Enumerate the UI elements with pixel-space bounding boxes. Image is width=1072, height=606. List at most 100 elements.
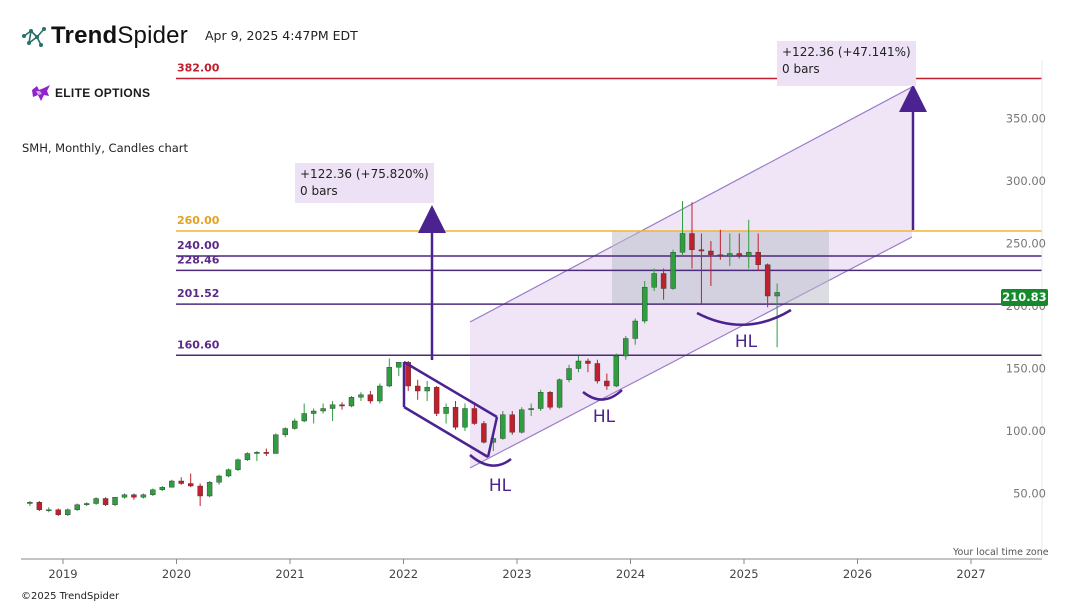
candle-2019-03-body [83,503,90,505]
candle-2025-03 [764,263,771,308]
candle-2024-04 [660,268,667,300]
candle-2022-03 [424,381,430,401]
higher-low-label-1: HL [489,476,512,496]
candle-2019-03 [83,502,90,506]
candle-2024-09 [708,241,714,286]
candle-2021-03 [310,408,317,424]
candle-2023-02 [528,403,534,416]
candle-2021-05-body [329,404,336,409]
candle-2022-12 [509,411,515,435]
candle-2018-10-body [36,502,43,510]
candle-2023-01 [519,407,525,434]
candle-2022-11-body [500,414,506,439]
candle-2023-08-body [585,360,591,364]
candle-2019-04-body [93,498,99,504]
candle-2024-03 [651,268,657,291]
candle-2022-04 [433,386,440,416]
y-tick-label-350.00: 350.00 [1006,112,1046,126]
candle-2022-06 [452,401,459,430]
candle-2018-12-body [55,509,61,515]
measure-1-bars: 0 bars [300,184,338,198]
higher-low-arc-2 [582,389,623,401]
elite-options-logo: ELITE OPTIONS [31,84,150,102]
candle-2019-11-body [159,487,166,490]
measure-box-2: +122.36 (+47.141%) 0 bars [777,41,916,86]
candle-2019-02 [74,503,80,511]
candle-2024-11-body [727,253,733,257]
candle-2024-07 [689,202,695,269]
candle-2022-08-body [471,408,478,424]
flag-right-line [486,416,499,458]
x-tick-label-2019: 2019 [48,567,77,581]
candle-2023-04 [547,391,553,410]
flag-lower-line [403,405,489,459]
candle-2020-07 [235,458,241,471]
candle-2020-09-body [254,452,260,454]
candle-2018-09-body [27,502,33,504]
candle-2024-06-body [679,233,686,253]
x-tick-label-2024: 2024 [616,567,645,581]
candle-2021-10-body [377,385,383,402]
y-tick-label-100.00: 100.00 [1006,424,1046,438]
candle-2023-12 [623,336,629,360]
candle-2020-01-body [178,480,184,484]
candle-2020-12 [282,427,288,438]
candle-2019-09-body [140,494,147,498]
candle-2019-02-body [74,504,80,510]
candle-2018-11 [46,507,52,513]
candle-2019-01 [65,508,71,516]
candle-2024-10-body [717,254,724,257]
candle-2020-06-body [225,469,232,477]
channel-lower-line [469,236,913,469]
bull-icon [32,85,50,101]
candle-2025-04 [774,283,780,348]
candle-2021-12 [396,362,402,376]
candle-2023-03-body [537,392,544,409]
candle-2024-02 [641,281,648,324]
candle-2022-04-body [433,387,440,414]
candle-2020-06 [225,468,232,478]
candle-2023-07 [575,356,582,373]
candle-2019-04 [93,497,99,505]
candle-2019-06 [112,497,118,506]
candle-2022-08 [471,402,478,425]
candle-2023-09-body [594,363,601,382]
candle-2018-10 [36,501,43,511]
candle-2024-03-body [651,273,657,288]
candle-2023-07-body [575,360,582,369]
candle-2019-12 [169,479,175,488]
y-tick-label-300.00: 300.00 [1006,174,1046,188]
candle-2023-04-body [547,392,553,408]
candle-2018-11-body [46,509,52,511]
candle-2020-08 [244,452,251,461]
measured-move-arrow-2-head [899,84,927,112]
candle-2020-03-body [197,485,203,497]
candle-2018-12 [55,508,61,516]
candle-2019-10 [150,488,156,496]
candle-2021-06-body [339,404,345,407]
candle-2019-09 [140,493,147,499]
x-tick-label-2023: 2023 [502,567,531,581]
candle-2022-11 [500,411,506,440]
candle-2021-01-body [292,420,298,429]
candle-2021-07 [348,396,355,408]
trendspider-brand: TrendSpider [20,22,188,50]
level-label-160.60: 160.60 [177,338,220,351]
candle-2025-02-body [755,252,761,265]
timezone-label[interactable]: Your local time zone [953,547,1049,558]
level-label-260.00: 260.00 [177,214,220,227]
brand-name-bold: Trend [51,22,118,49]
candle-2023-09 [594,359,601,384]
candle-2025-02 [755,233,761,271]
measure-2-bars: 0 bars [782,62,820,76]
candle-2024-09-body [708,250,714,255]
candle-2021-11 [386,358,393,388]
candle-2019-07 [121,493,128,499]
candle-2021-01 [292,418,298,430]
flag-upper-line [403,360,498,419]
candle-2023-10-body [604,380,610,387]
candle-2021-03-body [310,410,317,414]
candle-2022-01-body [405,362,411,387]
measured-move-arrow-1-head [418,205,446,233]
